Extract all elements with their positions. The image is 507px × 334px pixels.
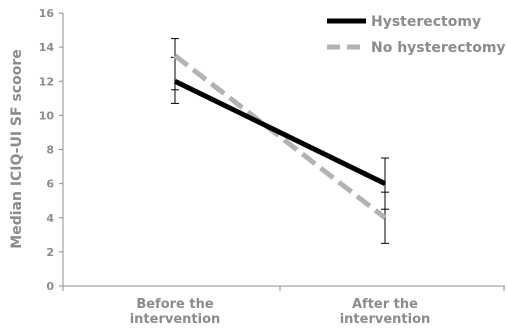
legend: Hysterectomy No hysterectomy [327, 14, 506, 56]
series-lines [173, 53, 387, 220]
y-tick-label: 10 [39, 109, 55, 122]
x-category-label: intervention [340, 312, 431, 327]
y-tick-label: 2 [46, 246, 54, 259]
axes [59, 12, 505, 291]
x-category-label: Before the [136, 297, 214, 312]
x-category-label: After the [352, 297, 418, 312]
y-axis-label: Median ICIQ-UI SF scoore [9, 49, 25, 248]
y-tick-label: 16 [39, 7, 55, 20]
series-line-hysterectomy [173, 79, 387, 186]
y-tick-label: 0 [46, 280, 54, 293]
y-tick-label: 12 [39, 75, 54, 88]
series-line-no-hysterectomy [173, 53, 387, 220]
legend-label: No hysterectomy [371, 40, 506, 56]
y-tick-label: 4 [46, 212, 54, 225]
x-category-label: intervention [130, 312, 221, 327]
error-bars [171, 38, 389, 244]
y-tick-label: 6 [46, 178, 54, 191]
legend-label: Hysterectomy [371, 14, 481, 30]
y-tick-labels: 0 2 4 6 8 10 12 14 16 [39, 7, 55, 293]
y-tick-label: 8 [46, 144, 54, 157]
y-tick-label: 14 [39, 41, 55, 54]
